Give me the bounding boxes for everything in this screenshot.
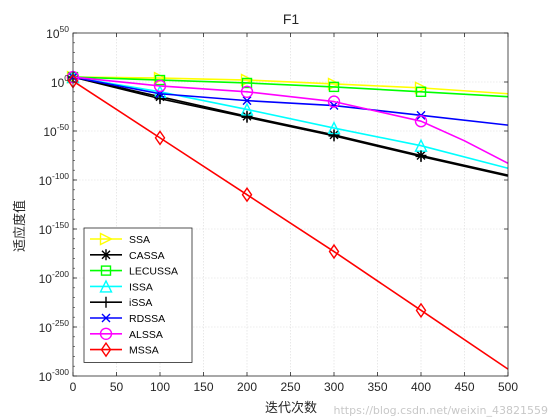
series-line-lecussa [72,76,509,98]
chart-title: F1 [283,11,300,27]
legend-label: LECUSSA [129,266,178,278]
y-tick-label: 100 [51,73,69,90]
legend-item: SSA [90,232,150,246]
x-tick-label: 150 [193,380,213,394]
series-line-rdssa [72,76,509,126]
x-tick-label: 0 [70,380,77,394]
legend-item: MSSA [90,341,159,358]
square-marker [154,74,166,86]
x-tick-label: 500 [498,380,518,394]
x-tick-label: 450 [454,380,474,394]
x-tick-label: 250 [280,380,300,394]
legend-item: LECUSSA [90,265,178,278]
series-line-issa [72,76,509,177]
x-marker [242,96,252,106]
series-line-alssa [72,76,509,165]
legend-item: RDSSA [90,313,165,325]
diamond-marker [154,130,166,146]
diamond-marker [100,341,112,358]
series-line-issa [72,76,509,170]
legend: SSA CASSA LECUSSA ISSA iSSA RDSSA ALSSA MSSA [83,227,193,363]
tick-marks [72,32,509,377]
triangle-up-marker [99,279,113,293]
legend-label: ALSSA [129,329,163,341]
square-marker [415,86,427,98]
x-tick-label: 400 [411,380,431,394]
legend-label: RDSSA [129,313,165,325]
series-line-ssa [72,76,509,95]
series-issa [67,71,509,177]
series-line-cassa [72,76,509,176]
triangle-right-marker [414,81,429,95]
y-tick-label: 10-150 [39,220,70,237]
x-tick-label: 300 [324,380,344,394]
legend-item: ALSSA [90,327,163,341]
plus-marker [154,93,166,105]
x-tick-label: 50 [110,380,124,394]
square-marker [328,81,340,93]
x-axis-label: 迭代次数 [265,400,317,416]
legend-label: SSA [129,234,150,246]
watermark: https://blog.csdn.net/weixin_43821559 [333,404,548,417]
series-lines [66,70,509,370]
plus-marker [241,111,253,123]
legend-item: CASSA [90,249,165,262]
x-tick-label: 100 [150,380,170,394]
diamond-marker [241,186,253,203]
series-line-mssa [72,80,509,370]
legend-label: iSSA [129,297,152,309]
circle-marker [327,95,341,108]
legend-box [83,227,193,363]
series-mssa [67,73,509,370]
y-tick-label: 10-50 [43,122,69,139]
grid [73,33,508,376]
y-tick-labels: 1050 100 10-50 10-100 10-150 10-200 10-250 10-3… [39,24,70,384]
square-marker [241,77,253,89]
diamond-marker [328,243,340,260]
plus-marker [415,150,427,162]
x-marker [101,313,111,323]
x-tick-label: 350 [367,380,387,394]
asterisk-marker [100,249,112,261]
legend-item: iSSA [90,296,152,309]
circle-marker [99,327,113,340]
circle-marker [153,79,167,93]
y-tick-label: 10-250 [39,318,70,335]
y-axis-label: 适应度值 [12,200,28,252]
x-tick-labels: 0 50 100 150 200 250 300 350 400 450 500 [70,380,519,394]
legend-label: MSSA [129,345,159,357]
plus-marker [328,130,340,142]
circle-marker [240,85,254,99]
legend-label: ISSA [129,281,153,293]
diamond-marker [415,302,427,319]
legend-item: ISSA [90,279,153,293]
square-marker [100,265,112,276]
legend-label: CASSA [129,250,165,262]
y-tick-label: 1050 [46,24,69,41]
triangle-right-marker [99,232,114,246]
y-tick-label: 10-200 [39,269,70,286]
y-tick-label: 10-300 [39,367,70,384]
plus-marker [100,296,112,308]
y-tick-label: 10-100 [39,171,70,188]
circle-marker [414,114,428,128]
x-tick-label: 200 [237,380,257,394]
